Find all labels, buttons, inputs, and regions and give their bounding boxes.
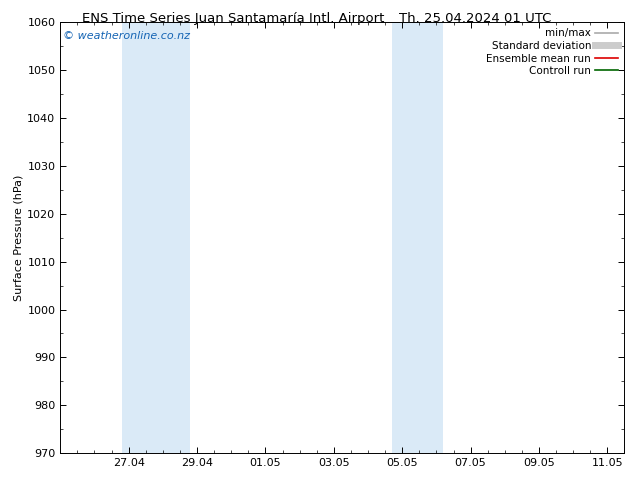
Text: ENS Time Series Juan Santamaría Intl. Airport: ENS Time Series Juan Santamaría Intl. Ai… [82, 12, 385, 25]
Text: Th. 25.04.2024 01 UTC: Th. 25.04.2024 01 UTC [399, 12, 552, 25]
Bar [122, 22, 190, 453]
Text: © weatheronline.co.nz: © weatheronline.co.nz [63, 31, 190, 41]
Y-axis label: Surface Pressure (hPa): Surface Pressure (hPa) [13, 174, 23, 301]
Legend: min/max, Standard deviation, Ensemble mean run, Controll run: min/max, Standard deviation, Ensemble me… [482, 24, 623, 80]
Bar [392, 22, 443, 453]
